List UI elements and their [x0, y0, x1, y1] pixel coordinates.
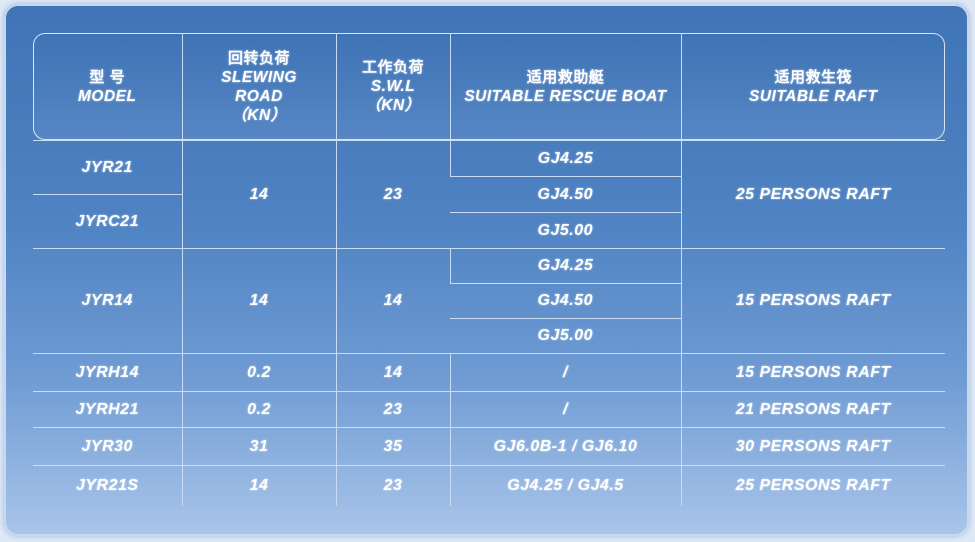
header-boat: 适用救助艇 SUITABLE RESCUE BOAT — [449, 33, 681, 141]
swl-cell: 23 — [335, 391, 450, 428]
header-slewing: 回转负荷 SLEWING ROAD （KN） — [181, 33, 336, 141]
slewing-cell: 14 — [181, 140, 336, 249]
model-cell: JYRC21 — [33, 194, 182, 249]
header-zh: 适用救生筏 — [774, 68, 852, 86]
raft-cell: 21 PERSONS RAFT — [680, 391, 945, 428]
model-cell: JYR21 — [33, 140, 182, 195]
header-en: SLEWING ROAD — [221, 68, 297, 105]
swl-cell: 14 — [335, 248, 450, 354]
model-cell: JYR30 — [33, 427, 182, 466]
raft-cell: 15 PERSONS RAFT — [680, 353, 945, 392]
header-en: S.W.L — [370, 78, 416, 95]
header-zh: 适用救助艇 — [526, 68, 605, 86]
boat-cell: GJ4.25 / GJ4.5 — [449, 465, 681, 506]
model-cell: JYR14 — [33, 248, 182, 354]
slewing-cell: 0.2 — [181, 391, 336, 428]
boat-cell: GJ4.25 — [449, 140, 681, 177]
table-row: JYRH14 0.2 14 / 15 PERSONS RAFT — [33, 353, 945, 392]
swl-cell: 35 — [335, 427, 450, 466]
header-zh: 工作负荷 — [361, 59, 424, 76]
header-en: SUITABLE RAFT — [749, 87, 878, 105]
model-cell: JYR21S — [33, 465, 182, 506]
table-row: JYRH21 0.2 23 / 21 PERSONS RAFT — [33, 391, 945, 428]
boat-cell: GJ5.00 — [450, 212, 681, 249]
boat-cell: / — [449, 391, 681, 428]
header-zh: 回转负荷 — [227, 49, 290, 67]
raft-cell: 25 PERSONS RAFT — [680, 465, 945, 506]
header-en: SUITABLE RESCUE BOAT — [464, 87, 667, 105]
swl-cell: 23 — [335, 465, 450, 506]
slewing-cell: 14 — [181, 465, 336, 506]
boat-cell: GJ5.00 — [450, 318, 681, 354]
model-cell: JYRH14 — [33, 353, 182, 392]
header-zh: 型 号 — [89, 68, 126, 86]
boat-cell: GJ4.50 — [450, 283, 681, 319]
header-model: 型 号 MODEL — [33, 33, 182, 141]
slewing-cell: 0.2 — [181, 353, 336, 392]
table-row: JYR21 14 23 GJ4.25 25 PERSONS RAFT — [33, 140, 945, 249]
header-en: MODEL — [78, 87, 137, 105]
table-row: JYR30 31 35 GJ6.0B-1 / GJ6.10 30 PERSONS… — [33, 427, 945, 466]
boat-cell: GJ6.0B-1 / GJ6.10 — [449, 427, 681, 466]
raft-cell: 25 PERSONS RAFT — [680, 140, 945, 249]
boat-cell: GJ4.25 — [449, 248, 681, 284]
header-unit: （KN） — [365, 97, 421, 114]
boat-cell: GJ4.50 — [450, 176, 681, 213]
raft-cell: 30 PERSONS RAFT — [680, 427, 945, 466]
swl-cell: 23 — [335, 140, 450, 249]
table-row: JYR14 14 14 GJ4.25 15 PERSONS RAFT — [33, 248, 945, 354]
swl-cell: 14 — [335, 353, 450, 392]
header-row: 型 号 MODEL 回转负荷 SLEWING ROAD （KN） 工作负荷 S.W.L （… — [33, 33, 945, 141]
table-row: JYR21S 14 23 GJ4.25 / GJ4.5 25 PERSONS R… — [33, 465, 945, 506]
header-unit: （KN） — [231, 106, 287, 124]
header-raft: 适用救生筏 SUITABLE RAFT — [680, 33, 945, 141]
boat-cell: / — [449, 353, 681, 392]
raft-cell: 15 PERSONS RAFT — [680, 248, 945, 354]
crane-spec-table: 型 号 MODEL 回转负荷 SLEWING ROAD （KN） 工作负荷 S.W.L （… — [33, 33, 945, 506]
slewing-cell: 31 — [181, 427, 336, 466]
model-cell: JYRH21 — [33, 391, 182, 428]
slewing-cell: 14 — [181, 248, 336, 354]
header-swl: 工作负荷 S.W.L （KN） — [335, 33, 450, 141]
